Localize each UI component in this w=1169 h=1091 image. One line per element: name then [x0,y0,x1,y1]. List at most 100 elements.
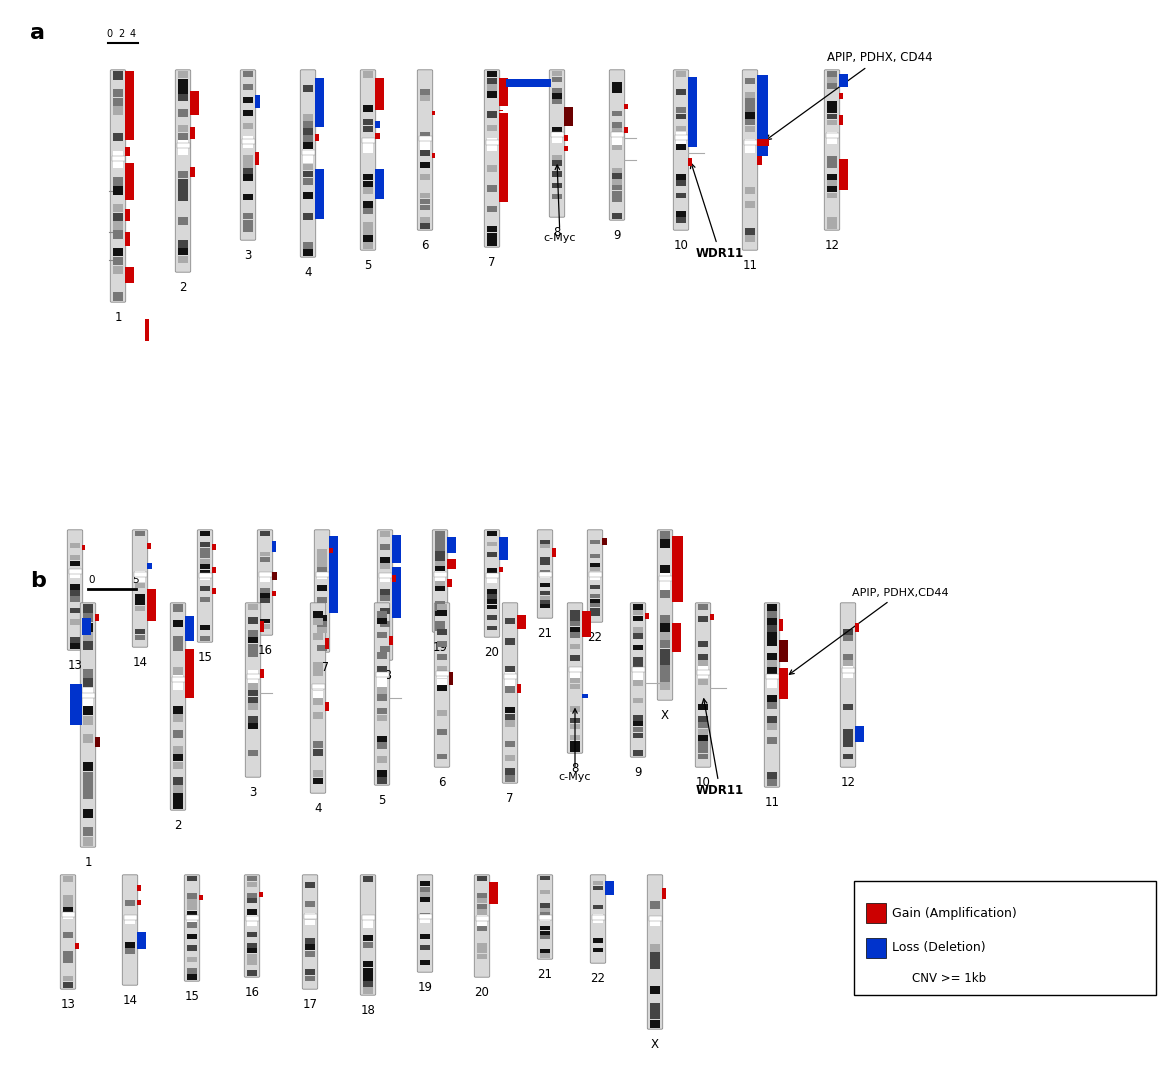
Bar [487,205,497,212]
Bar [304,914,317,919]
Bar [671,623,680,652]
Bar [146,588,155,621]
Bar [83,623,94,632]
Bar [613,133,622,139]
FancyBboxPatch shape [81,603,96,848]
Bar [303,192,313,199]
Bar [187,945,198,951]
Bar [317,645,327,650]
Bar [247,909,257,914]
Bar [187,911,198,916]
Bar [487,589,497,594]
Bar [134,531,145,537]
Bar [593,919,603,923]
Bar [570,610,580,615]
Bar [698,741,708,747]
Bar [113,265,123,274]
Bar [539,914,552,920]
Bar [437,710,447,716]
Bar [437,604,447,610]
Text: 17: 17 [303,998,318,1011]
Bar [498,537,507,561]
Bar [380,543,390,550]
Bar [570,656,580,661]
Text: Loss (Deletion): Loss (Deletion) [892,942,985,955]
Bar [435,551,445,555]
Bar [487,145,497,152]
Bar [613,145,622,151]
Bar [756,74,768,156]
Bar [113,107,123,115]
Bar [498,113,507,202]
Bar [570,746,580,752]
Bar [248,717,258,722]
Bar [113,159,123,168]
FancyBboxPatch shape [855,882,1156,995]
Bar [255,95,260,108]
Bar [200,559,210,564]
Bar [676,175,686,180]
Bar [260,588,270,592]
Bar [552,76,562,82]
Bar [303,121,313,128]
Bar [313,770,323,777]
Bar [698,660,708,666]
Bar [838,74,848,87]
Bar [243,84,253,91]
Bar [563,135,567,141]
Bar [260,552,270,556]
Bar [305,950,314,957]
Bar [248,683,258,690]
Bar [364,974,373,981]
Bar [305,945,314,950]
Bar [376,694,387,700]
Bar [113,71,123,80]
Bar [552,87,562,93]
Bar [125,918,134,924]
Bar [173,620,184,627]
Bar [95,738,99,746]
Bar [313,698,323,705]
Bar [568,667,581,672]
Bar [303,142,313,149]
Bar [313,691,323,698]
Bar [487,165,497,171]
Bar [137,932,145,949]
Bar [70,554,79,560]
Bar [133,572,146,577]
Bar [82,694,95,698]
Bar [660,531,670,539]
Bar [173,793,184,801]
Bar [487,625,497,631]
Bar [303,156,313,164]
Bar [63,932,72,938]
Bar [838,116,843,124]
Bar [200,586,210,591]
Bar [563,146,567,151]
Bar [485,573,498,577]
Bar [505,666,516,672]
Bar [376,777,387,783]
Text: 19: 19 [433,642,448,654]
Bar [248,604,258,610]
Bar [516,80,551,87]
Bar [477,892,487,898]
Bar [313,619,323,625]
FancyBboxPatch shape [484,530,499,637]
Text: 22: 22 [588,631,602,644]
FancyBboxPatch shape [110,70,126,302]
Bar [540,556,549,561]
Bar [243,71,253,77]
Bar [581,611,590,636]
Bar [676,113,686,119]
Bar [487,139,497,145]
FancyBboxPatch shape [314,530,330,652]
Bar [187,969,198,974]
Bar [364,876,373,883]
Bar [134,628,145,634]
Bar [593,904,603,909]
Bar [477,909,487,914]
FancyBboxPatch shape [245,603,261,777]
Bar [779,619,782,632]
Bar [187,922,198,927]
